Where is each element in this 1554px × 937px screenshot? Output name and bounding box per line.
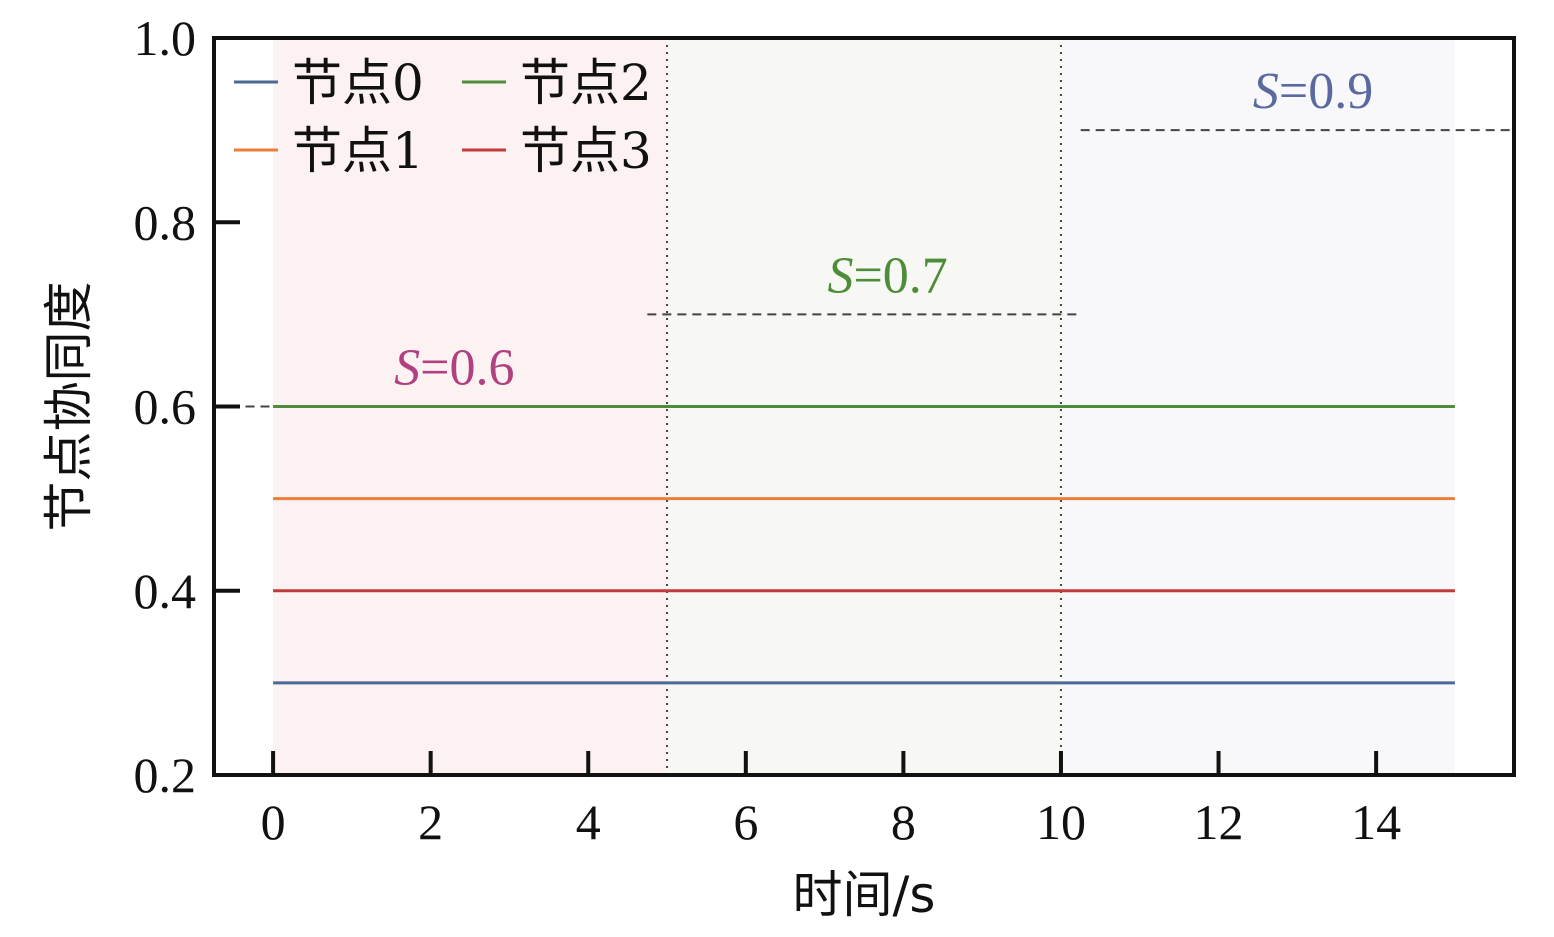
threshold-lines: S=0.6 S=0.7 S=0.9	[245, 63, 1514, 408]
legend-label-2: 节点2	[520, 54, 652, 112]
threshold-label-0: S=0.6	[394, 340, 514, 397]
y-tick-label-0: 0.2	[134, 747, 197, 803]
x-tick-label-5: 10	[1036, 794, 1086, 850]
x-tick-label-7: 14	[1351, 794, 1401, 850]
y-tick-label-1: 0.4	[134, 563, 197, 619]
x-tick-label-2: 4	[576, 794, 601, 850]
axis-ticks: 0 2 4 6 8 10 12 14 0.2 0.4 0.6 0.8 1.0	[134, 10, 1402, 850]
y-tick-label-3: 0.8	[134, 194, 197, 250]
x-tick-label-0: 0	[261, 794, 286, 850]
legend-label-1: 节点1	[292, 122, 424, 180]
threshold-label-1: S=0.7	[827, 247, 947, 304]
y-axis-label: 节点协同度	[40, 282, 98, 532]
x-tick-label-3: 6	[733, 794, 758, 850]
threshold-label-2: S=0.9	[1253, 63, 1373, 120]
legend-label-0: 节点0	[292, 54, 424, 112]
y-tick-label-4: 1.0	[134, 10, 197, 66]
legend-label-3: 节点3	[520, 122, 652, 180]
data-series	[273, 405, 1455, 685]
x-tick-label-4: 8	[891, 794, 916, 850]
x-tick-label-1: 2	[418, 794, 443, 850]
plot-frame	[212, 36, 1516, 777]
x-tick-label-6: 12	[1194, 794, 1244, 850]
x-axis-label: 时间/s	[793, 866, 936, 924]
y-tick-label-2: 0.6	[134, 379, 197, 435]
legend: 节点0 节点1 节点2 节点3	[234, 54, 652, 180]
